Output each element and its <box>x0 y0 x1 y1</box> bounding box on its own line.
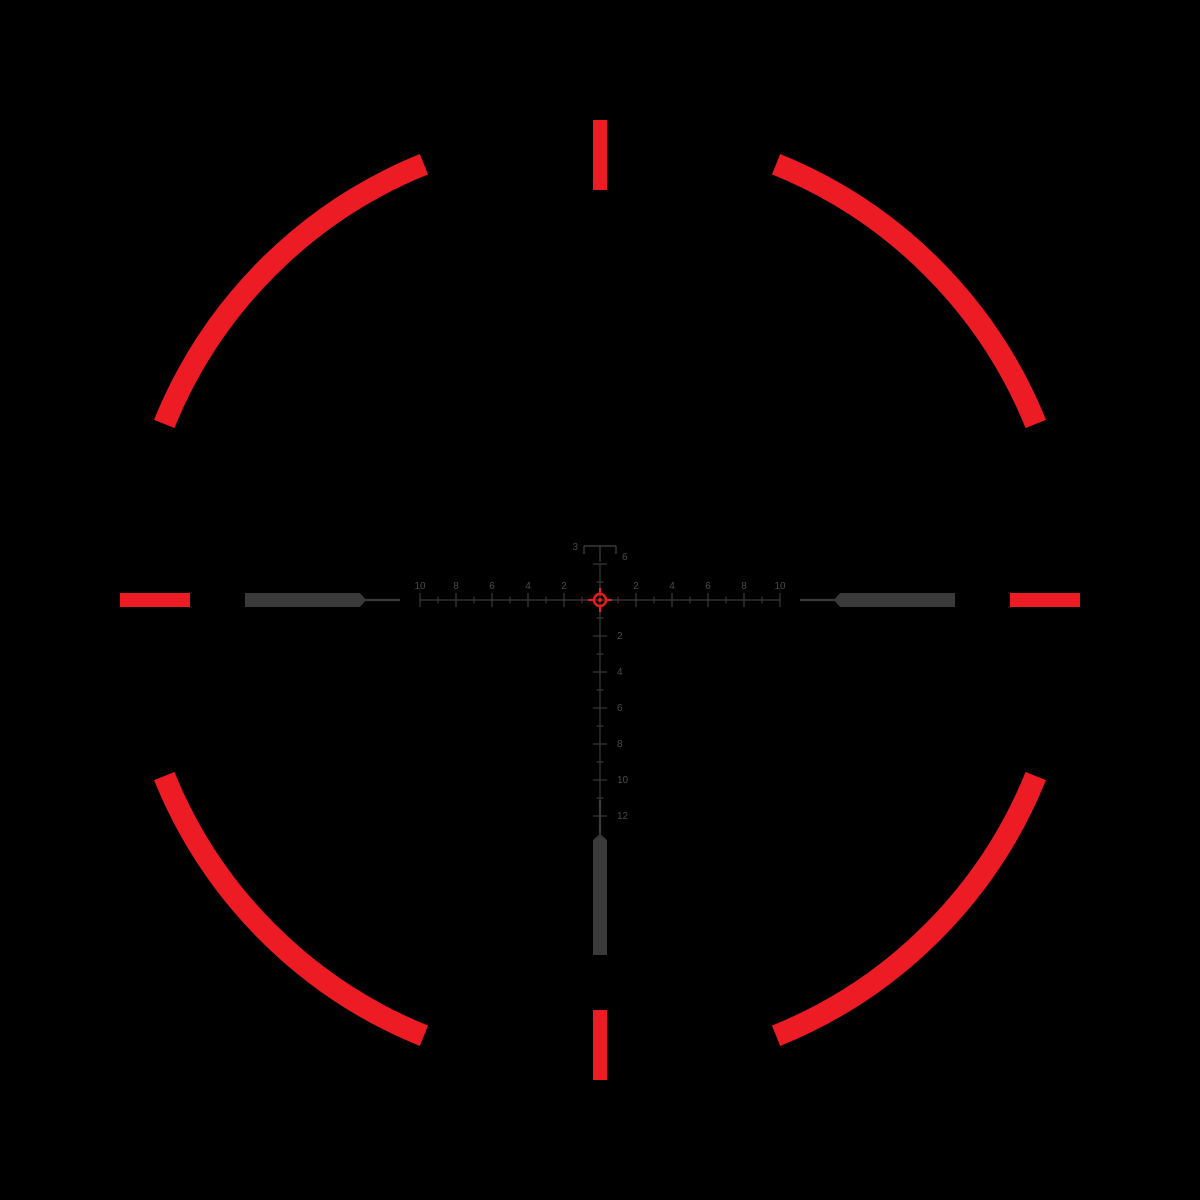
svg-text:2: 2 <box>561 581 567 592</box>
svg-text:12: 12 <box>617 811 629 822</box>
svg-text:6: 6 <box>489 581 495 592</box>
svg-text:2: 2 <box>633 581 639 592</box>
svg-text:3: 3 <box>572 542 578 553</box>
svg-text:4: 4 <box>525 581 531 592</box>
svg-text:10: 10 <box>617 775 629 786</box>
svg-text:2: 2 <box>617 631 623 642</box>
reticle-diagram: 2 4 6 8 10 10 8 6 4 2 2 4 6 8 10 12 3 6 <box>0 0 1200 1200</box>
svg-text:10: 10 <box>774 581 786 592</box>
svg-text:10: 10 <box>414 581 426 592</box>
svg-text:4: 4 <box>669 581 675 592</box>
svg-text:4: 4 <box>617 667 623 678</box>
inner-crosshair: 2 4 6 8 10 10 8 6 4 2 2 4 6 8 10 12 3 6 <box>245 542 955 955</box>
svg-text:8: 8 <box>453 581 459 592</box>
svg-text:6: 6 <box>705 581 711 592</box>
svg-text:6: 6 <box>617 703 623 714</box>
svg-text:8: 8 <box>741 581 747 592</box>
svg-text:8: 8 <box>617 739 623 750</box>
ranging-bracket <box>584 546 616 562</box>
svg-text:6: 6 <box>622 552 628 563</box>
aim-point <box>588 588 612 612</box>
